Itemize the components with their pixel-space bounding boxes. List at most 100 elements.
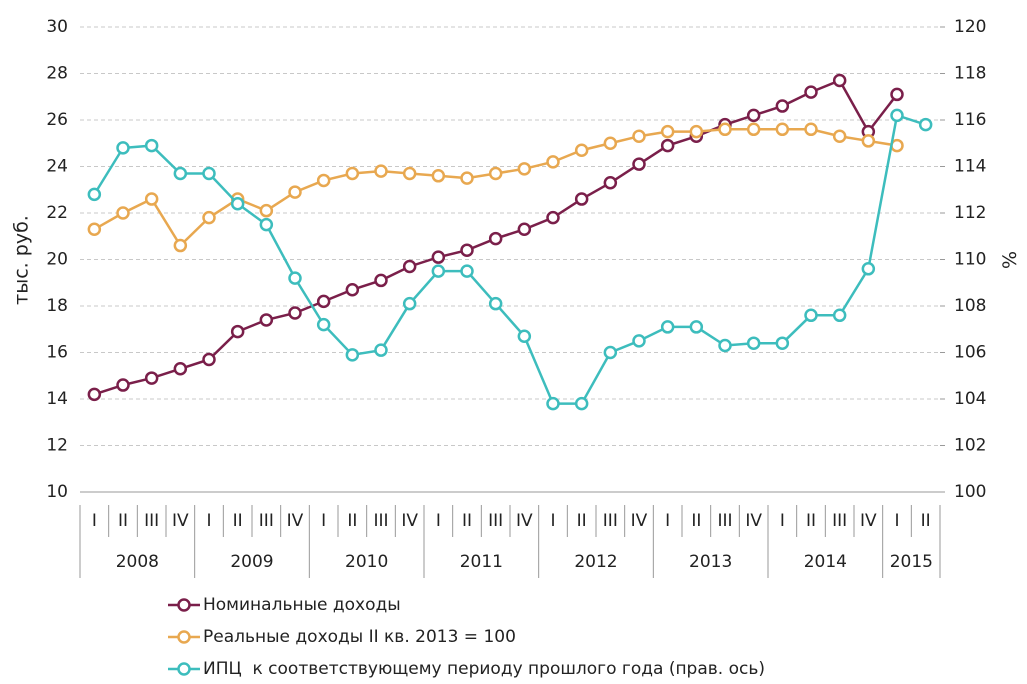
- x-tick-label: IV: [745, 511, 762, 531]
- series-marker: [402, 166, 417, 181]
- series-marker: [173, 362, 188, 376]
- series-marker: [87, 222, 102, 237]
- x-tick-label: II: [347, 511, 357, 531]
- y2-tick-label: 112: [954, 203, 986, 223]
- series-marker: [259, 217, 274, 232]
- series-marker: [374, 164, 388, 178]
- series-marker: [603, 176, 618, 190]
- series-marker: [345, 348, 360, 362]
- series-marker: [718, 338, 732, 353]
- series-marker: [804, 122, 818, 137]
- legend-marker: [177, 662, 191, 676]
- series-marker: [517, 329, 532, 343]
- series-marker: [574, 396, 589, 411]
- year-label: 2015: [890, 552, 933, 572]
- series-marker: [517, 222, 532, 237]
- legend-label: Реальные доходы II кв. 2013 = 100: [203, 627, 516, 647]
- y-tick-label: 26: [46, 110, 68, 130]
- x-tick-label: II: [806, 511, 816, 531]
- series-marker: [374, 343, 388, 357]
- series-marker: [488, 296, 503, 311]
- year-label: 2010: [345, 552, 388, 572]
- series-marker: [316, 173, 331, 188]
- x-tick-label: I: [665, 511, 670, 531]
- x-tick-label: II: [577, 511, 587, 531]
- y2-tick-label: 118: [954, 64, 986, 84]
- series-marker: [144, 192, 159, 206]
- x-tick-label: I: [550, 511, 555, 531]
- series-marker: [546, 155, 560, 169]
- x-tick-label: III: [144, 511, 159, 531]
- series-marker: [632, 157, 646, 171]
- y-tick-label: 24: [46, 157, 68, 177]
- y2-tick-label: 116: [954, 110, 986, 130]
- y2-axis-label: %: [998, 251, 1020, 269]
- series-marker: [202, 166, 216, 181]
- series-line: [93, 128, 898, 248]
- series-marker: [574, 192, 589, 206]
- year-label: 2012: [574, 552, 617, 572]
- x-tick-label: I: [206, 511, 211, 531]
- y2-tick-label: 100: [954, 482, 986, 502]
- y-tick-label: 20: [46, 250, 68, 270]
- y-tick-label: 30: [46, 17, 68, 37]
- x-tick-label: III: [488, 511, 503, 531]
- x-tick-label: III: [603, 511, 618, 531]
- year-label: 2013: [689, 552, 732, 572]
- series-marker: [660, 138, 675, 153]
- series-marker: [460, 171, 474, 185]
- y-axis-label: тыс. руб.: [11, 215, 33, 305]
- series-marker: [775, 99, 790, 113]
- y-tick-label: 12: [46, 436, 68, 456]
- series-marker: [546, 210, 560, 225]
- y2-tick-label: 110: [954, 250, 986, 270]
- series-marker: [316, 317, 331, 332]
- x-tick-label: II: [118, 511, 128, 531]
- y-tick-label: 28: [46, 64, 68, 84]
- series-marker: [517, 162, 532, 176]
- year-label: 2011: [460, 552, 503, 572]
- y2-tick-label: 104: [954, 389, 986, 409]
- legend-marker: [177, 630, 191, 644]
- y2-tick-label: 102: [954, 436, 986, 456]
- series-marker: [259, 313, 274, 327]
- legend-label: Номинальные доходы: [203, 595, 401, 615]
- x-tick-label: I: [436, 511, 441, 531]
- y-tick-label: 14: [46, 389, 68, 409]
- x-tick-label: II: [233, 511, 243, 531]
- series-marker: [116, 141, 130, 155]
- series-marker: [632, 129, 646, 144]
- series-marker: [488, 166, 503, 181]
- x-tick-label: I: [321, 511, 326, 531]
- series-marker: [804, 308, 818, 323]
- series-marker: [345, 282, 360, 297]
- series-marker: [660, 320, 675, 334]
- series-marker: [832, 73, 847, 88]
- series-marker: [259, 203, 274, 218]
- y-tick-label: 16: [46, 343, 68, 363]
- series-marker: [603, 136, 618, 150]
- series-marker: [746, 336, 761, 350]
- series-marker: [861, 134, 876, 148]
- x-tick-label: IV: [631, 511, 648, 531]
- series-marker: [288, 306, 302, 320]
- x-tick-label: I: [780, 511, 785, 531]
- series-marker: [574, 143, 589, 157]
- year-label: 2008: [116, 552, 159, 572]
- series-marker: [603, 345, 618, 360]
- y-tick-label: 22: [46, 203, 68, 223]
- legend-label: ИПЦ к соответствующему периоду прошлого …: [203, 659, 765, 679]
- series-marker: [431, 250, 446, 264]
- y-tick-label: 10: [46, 482, 68, 502]
- series-marker: [402, 296, 417, 311]
- series-marker: [173, 166, 188, 181]
- series-marker: [202, 352, 216, 367]
- series-marker: [890, 87, 904, 102]
- x-tick-label: IV: [516, 511, 533, 531]
- y2-tick-label: 108: [954, 296, 986, 316]
- series-marker: [746, 108, 761, 123]
- x-tick-label: I: [92, 511, 97, 531]
- series-marker: [402, 259, 417, 274]
- series-marker: [144, 138, 159, 153]
